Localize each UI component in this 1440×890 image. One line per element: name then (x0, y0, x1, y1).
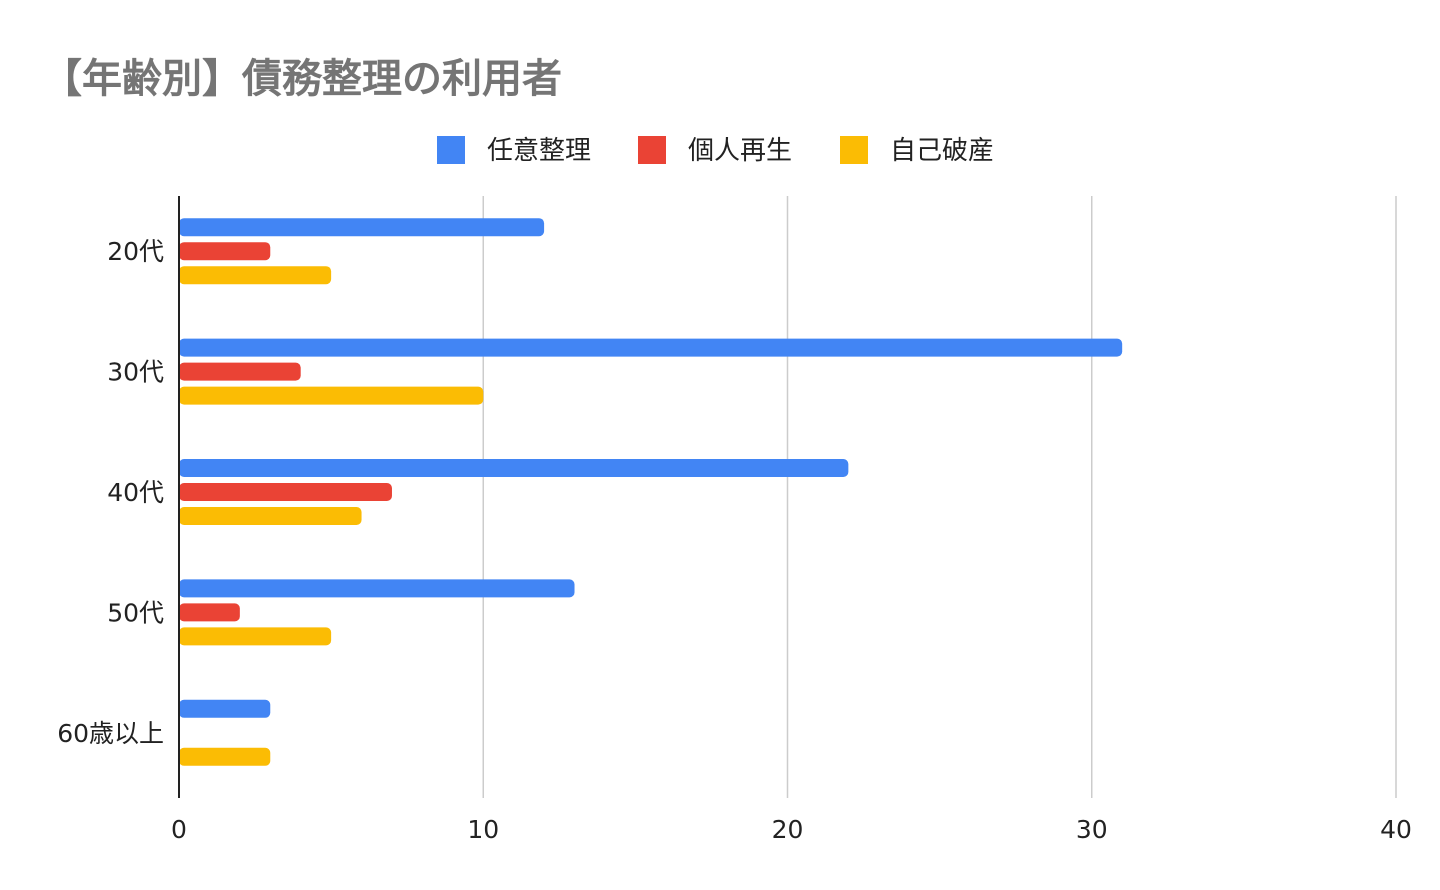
bar-2 (179, 242, 271, 261)
bar-2 (179, 603, 240, 622)
chart-title: 【年齢別】債務整理の利用者 (42, 56, 562, 102)
legend-label: 任意整理 (487, 136, 591, 166)
bar-1 (179, 459, 849, 477)
gridlines (482, 196, 1397, 798)
legend: 任意整理 個人再生 自己破産 (437, 136, 994, 166)
x-tick-label: 30 (1076, 815, 1108, 844)
x-axis: 0 10 20 30 40 (171, 815, 1412, 844)
legend-swatch (437, 136, 465, 164)
legend-label: 個人再生 (688, 136, 792, 166)
bar-2 (179, 362, 301, 381)
category-label: 40代 (107, 478, 164, 507)
y-axis: 20代 30代 40代 50代 60歳以上 (57, 196, 180, 798)
x-tick-label: 0 (171, 815, 187, 844)
bar-1 (179, 218, 545, 237)
bar-1 (179, 579, 575, 598)
category-label: 60歳以上 (57, 719, 164, 748)
x-tick-label: 20 (772, 815, 804, 844)
bar-2 (179, 483, 392, 501)
bar-3 (179, 386, 484, 405)
legend-swatch (840, 136, 868, 164)
bar-1 (179, 338, 1123, 357)
bars (179, 218, 1123, 766)
x-tick-label: 40 (1380, 815, 1412, 844)
bar-3 (179, 747, 271, 766)
x-tick-label: 10 (467, 815, 499, 844)
category-label: 30代 (107, 358, 164, 387)
bar-1 (179, 699, 271, 718)
bar-3 (179, 507, 362, 525)
legend-swatch (638, 136, 666, 164)
bar-3 (179, 266, 332, 285)
category-label: 50代 (107, 598, 164, 627)
category-label: 20代 (107, 237, 164, 266)
bar-3 (179, 627, 332, 646)
legend-label: 自己破産 (890, 136, 994, 166)
